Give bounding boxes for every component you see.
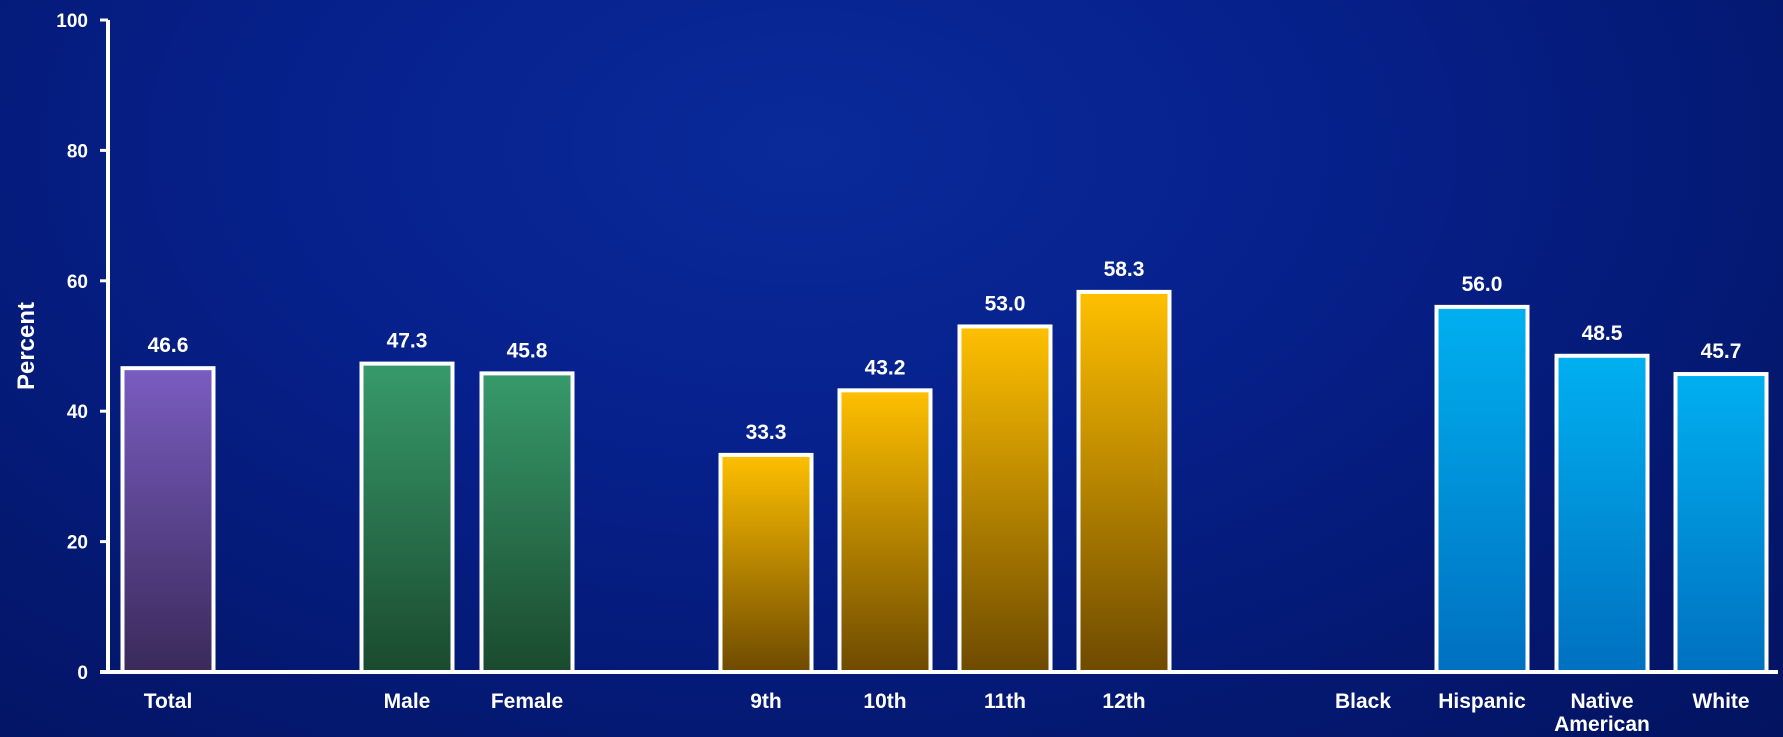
value-label: 43.2 (865, 356, 906, 379)
x-tick-label: 9th (750, 690, 782, 713)
value-label: 45.8 (507, 339, 548, 362)
y-tick-label: 40 (67, 402, 88, 423)
bar-total (120, 366, 216, 674)
x-tick-label: White (1692, 690, 1749, 713)
y-tick-label: 60 (67, 272, 88, 293)
x-tick-label: Native American (1554, 690, 1650, 736)
value-label: 48.5 (1582, 322, 1623, 345)
y-tick-label: 0 (77, 663, 88, 684)
bar-male (359, 361, 455, 674)
x-tick-label: Total (144, 690, 193, 713)
y-axis-label: Percent (13, 302, 40, 390)
bar-10th (837, 388, 933, 674)
bar-9th (718, 452, 814, 674)
bar-native-american (1554, 353, 1650, 674)
x-tick-label: 12th (1102, 690, 1145, 713)
bar-hispanic (1434, 304, 1530, 674)
bar-12th (1076, 289, 1172, 674)
bar-female (479, 371, 575, 674)
x-tick-label: Hispanic (1438, 690, 1526, 713)
y-tick-label: 80 (67, 141, 88, 162)
bar-11th (957, 324, 1053, 674)
value-label: 45.7 (1701, 340, 1742, 363)
x-tick-label: Male (384, 690, 431, 713)
value-label: 47.3 (387, 330, 428, 353)
value-label: 53.0 (985, 292, 1026, 315)
x-tick-label: 11th (984, 690, 1026, 713)
bar-white (1673, 372, 1769, 674)
y-tick-label: 20 (67, 533, 88, 554)
value-label: 58.3 (1104, 258, 1145, 281)
x-tick-label: Female (491, 690, 563, 713)
y-tick-label: 100 (56, 11, 88, 32)
value-label: 46.6 (148, 334, 189, 357)
x-tick-label: Black (1335, 690, 1391, 713)
x-tick-label: 10th (863, 690, 906, 713)
value-label: 56.0 (1462, 273, 1503, 296)
value-label: 33.3 (746, 421, 787, 444)
